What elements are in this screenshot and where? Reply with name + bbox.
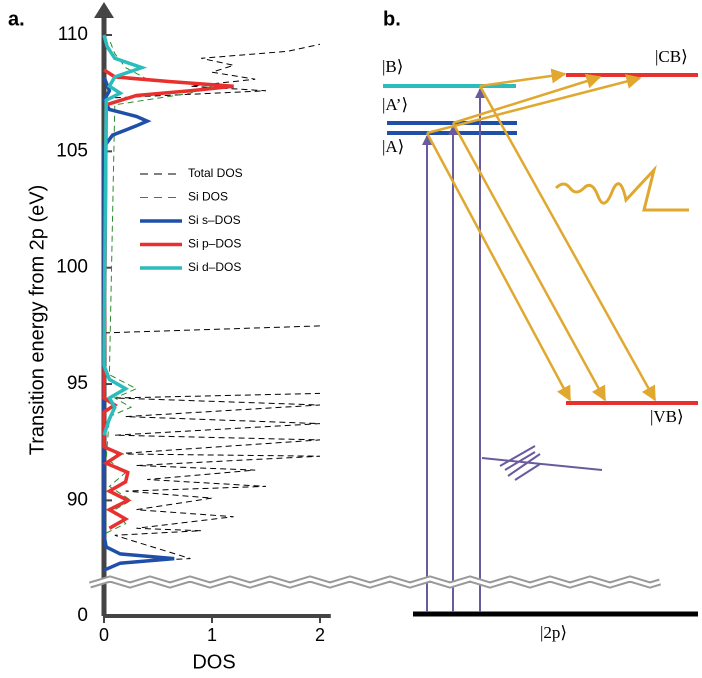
plot: 0 90 95 100 105 110 0 1 2 Total DOS Si DOS Si s–DOS… (56, 2, 331, 645)
legend-label: Si d–DOS (188, 260, 241, 274)
x-axis-label: DOS (192, 651, 235, 673)
dos-curve (114, 43, 321, 99)
legend-label: Total DOS (188, 166, 243, 180)
legend-label: Si s–DOS (188, 213, 241, 227)
level-label: |A’⟩ (382, 95, 408, 114)
transition-arrows (425, 68, 689, 402)
level-label: |VB⟩ (650, 407, 684, 426)
y-tick-label: 110 (58, 24, 88, 45)
x-tick-label: 0 (99, 625, 109, 645)
y-tick-label: 95 (67, 373, 88, 394)
dos-curve (103, 325, 321, 334)
level-label: |B⟩ (382, 57, 403, 76)
legend-label: Si DOS (188, 190, 228, 204)
dos-curve (114, 392, 321, 562)
y-tick-label: 90 (67, 489, 88, 510)
level-label: |2p⟩ (540, 623, 567, 642)
y-tick-label: 0 (77, 605, 88, 626)
y-tick-label: 105 (56, 140, 88, 161)
excitation-arrows (422, 88, 485, 612)
energy-diagram: |B⟩ |A’⟩ |A⟩ |CB⟩ |VB⟩ |2p⟩ (382, 47, 698, 642)
x-tick-label: 1 (207, 625, 217, 645)
level-label: |A⟩ (382, 137, 404, 156)
x-tick-label: 2 (315, 625, 325, 645)
y-axis-label: Transition energy from 2p (eV) (26, 185, 48, 455)
level-label: |CB⟩ (655, 47, 688, 66)
dos-curve (101, 76, 175, 572)
panel-label: b. (383, 8, 401, 30)
axis-break-inner (89, 577, 661, 587)
dos-curve (102, 34, 148, 436)
wave-packet (481, 445, 603, 481)
dos-curve (102, 68, 234, 530)
y-tick-label: 100 (56, 257, 88, 278)
legend-label: Si p–DOS (188, 237, 241, 251)
panel-label: a. (8, 8, 25, 30)
y-axis-arrow (94, 2, 114, 18)
